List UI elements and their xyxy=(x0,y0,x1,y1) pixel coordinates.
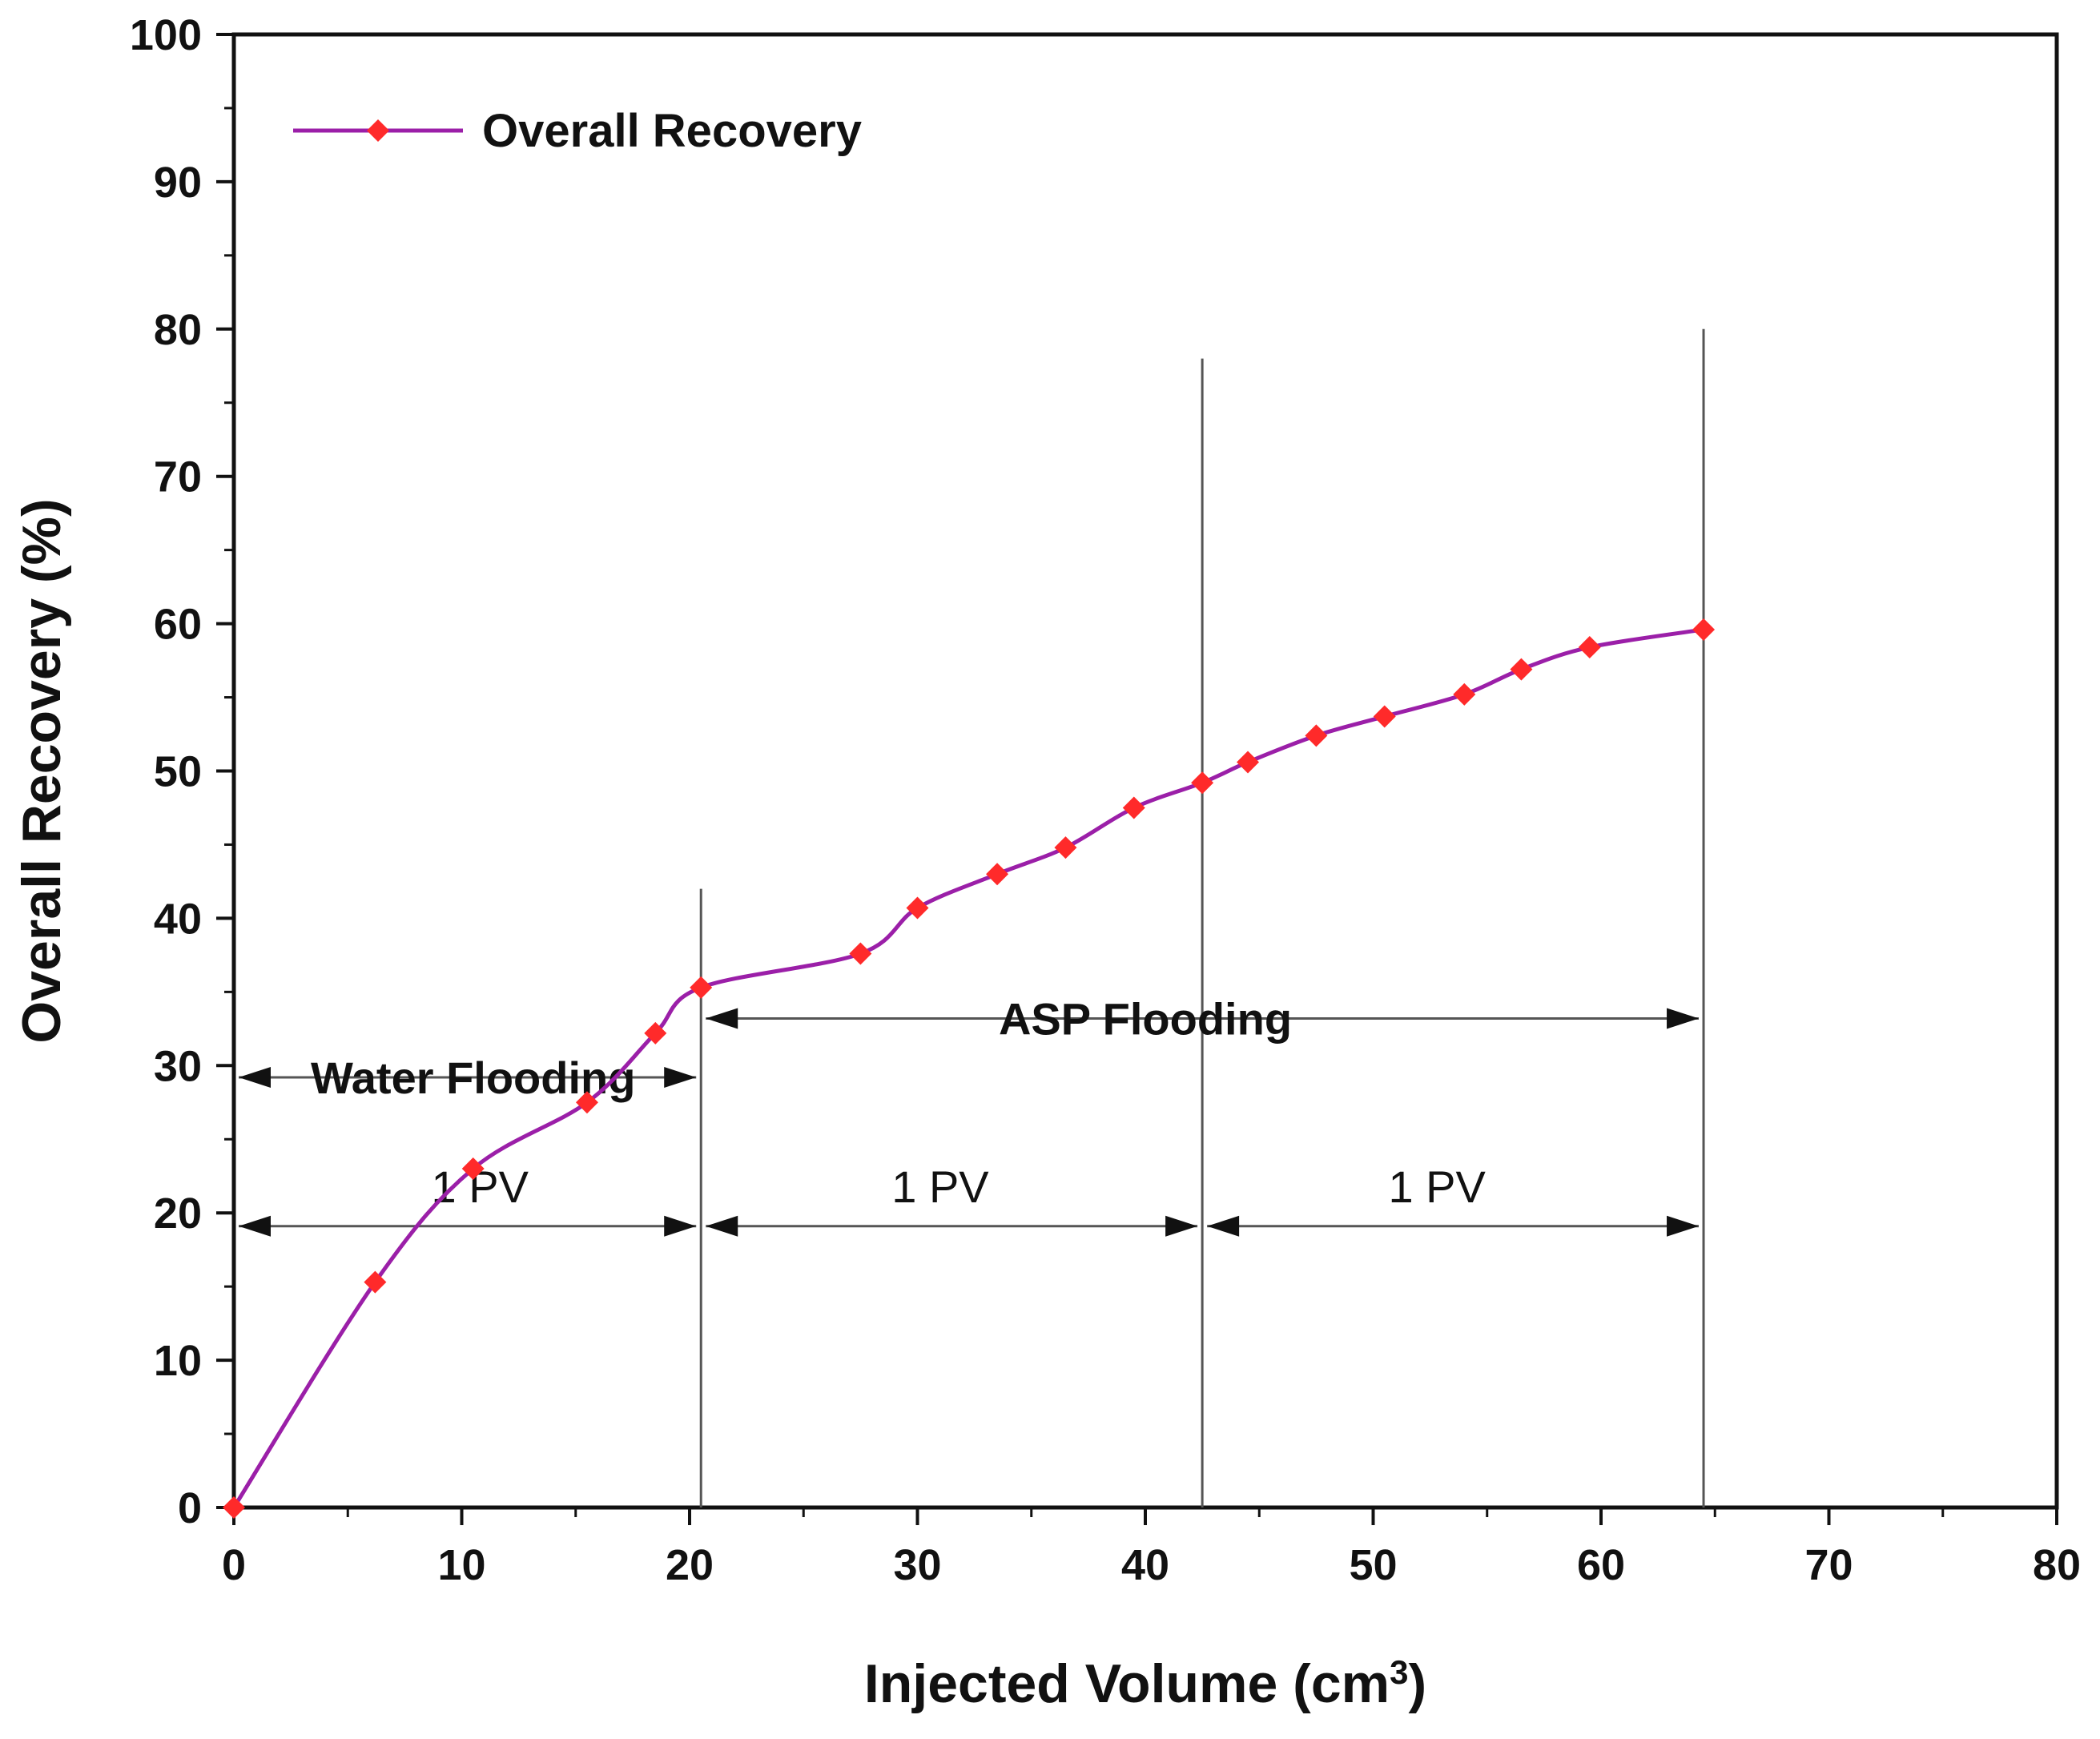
x-axis-title-close: ) xyxy=(1408,1653,1426,1714)
x-tick-label: 40 xyxy=(1121,1541,1169,1589)
arrow-head xyxy=(664,1215,697,1237)
x-axis-title: Injected Volume (cm3) xyxy=(864,1653,1426,1715)
data-point-marker xyxy=(1578,636,1601,659)
data-point-marker xyxy=(1305,724,1328,747)
data-point-marker xyxy=(1237,751,1260,774)
arrow-head xyxy=(1667,1008,1700,1029)
arrow-head xyxy=(239,1215,271,1237)
phase-label: Water Flooding xyxy=(311,1053,635,1103)
data-point-marker xyxy=(1122,796,1145,819)
data-point-marker xyxy=(1191,771,1214,795)
pv-label: 1 PV xyxy=(1388,1161,1486,1212)
x-tick-label: 60 xyxy=(1577,1541,1625,1589)
data-point-marker xyxy=(644,1021,667,1045)
data-point-marker xyxy=(1510,658,1533,681)
x-tick-label: 0 xyxy=(222,1541,246,1589)
data-point-marker xyxy=(690,976,713,999)
x-axis-title-superscript: 3 xyxy=(1390,1653,1408,1691)
arrow-head xyxy=(706,1008,738,1029)
data-point-marker xyxy=(364,1270,387,1294)
x-tick-label: 80 xyxy=(2033,1541,2081,1589)
y-tick-label: 100 xyxy=(130,11,202,59)
pv-label: 1 PV xyxy=(891,1161,989,1212)
arrow-head xyxy=(239,1067,271,1089)
axes xyxy=(231,32,2059,1510)
y-tick-label: 60 xyxy=(154,601,202,649)
data-point-marker xyxy=(1054,836,1077,859)
data-point-marker xyxy=(223,1496,245,1519)
x-tick-label: 20 xyxy=(666,1541,714,1589)
legend-marker xyxy=(367,119,389,142)
x-tick-label: 50 xyxy=(1349,1541,1397,1589)
arrow-head xyxy=(706,1215,738,1237)
y-tick-label: 40 xyxy=(154,895,202,943)
x-tick-label: 30 xyxy=(893,1541,941,1589)
series xyxy=(223,618,1716,1519)
data-point-marker xyxy=(461,1157,485,1181)
y-axis-title: Overall Recovery (%) xyxy=(11,498,72,1043)
data-point-marker xyxy=(1692,618,1716,641)
data-point-marker xyxy=(986,863,1009,886)
phase-label: ASP Flooding xyxy=(999,993,1292,1044)
data-point-marker xyxy=(849,942,872,965)
data-point-marker xyxy=(1453,682,1476,706)
y-tick-label: 70 xyxy=(154,453,202,501)
phase-boundaries xyxy=(699,328,1705,1508)
arrow-head xyxy=(1667,1215,1700,1237)
y-tick-label: 30 xyxy=(154,1042,202,1090)
y-tick-label: 80 xyxy=(154,306,202,354)
legend: Overall Recovery xyxy=(293,105,862,157)
arrow-head xyxy=(664,1067,697,1089)
data-point-marker xyxy=(575,1091,598,1114)
x-axis-title-text: Injected Volume (cm xyxy=(864,1653,1390,1714)
ticks: 0 10 20 30 40 50 60 70 80 0 10 20 30 40 50 60 70 80 90 100 xyxy=(130,11,2081,1589)
y-tick-label: 50 xyxy=(154,748,202,796)
y-tick-label: 0 xyxy=(178,1484,202,1532)
legend-label: Overall Recovery xyxy=(482,105,862,157)
x-tick-label: 70 xyxy=(1804,1541,1853,1589)
x-tick-label: 10 xyxy=(437,1541,485,1589)
arrow-head xyxy=(1165,1215,1198,1237)
arrow-head xyxy=(1207,1215,1240,1237)
y-tick-label: 20 xyxy=(154,1190,202,1238)
plot-frame xyxy=(231,32,2059,1510)
data-point-marker xyxy=(1373,705,1396,728)
data-point-marker xyxy=(906,896,929,920)
y-tick-label: 10 xyxy=(154,1337,202,1385)
y-tick-label: 90 xyxy=(154,159,202,207)
